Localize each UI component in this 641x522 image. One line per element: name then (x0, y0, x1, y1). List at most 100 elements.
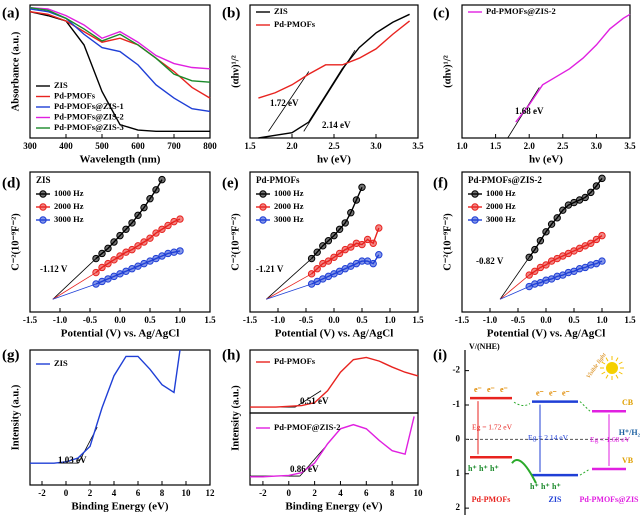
panel-label: (e) (222, 175, 239, 191)
x-tick-label: 2.5 (328, 141, 340, 151)
annotation: 1.03 eV (58, 455, 87, 465)
x-tick-label: 3.0 (591, 141, 603, 151)
data-point (140, 259, 148, 268)
data-point (319, 242, 327, 250)
legend-label: Pd-PMOFs@ZIS-2 (54, 111, 124, 121)
data-point (375, 251, 383, 259)
x-tick-label: 0.0 (114, 315, 126, 325)
x-tick-label: -1.0 (53, 315, 68, 325)
data-point (98, 249, 106, 258)
x-tick-label: 2.0 (524, 141, 536, 151)
data-point (358, 183, 366, 191)
data-point (531, 267, 539, 275)
legend-label: Pd-PMOFs (274, 356, 316, 366)
annotation: -1.12 V (40, 264, 68, 274)
electron: e⁻ (474, 385, 482, 394)
legend-label: 2000 Hz (54, 201, 84, 211)
panel-label: (c) (433, 5, 450, 21)
data-point (598, 231, 606, 240)
data-point (98, 277, 106, 286)
fit-line (499, 274, 530, 300)
x-axis-label: Binding Energy (eV) (71, 501, 169, 513)
data-point (592, 235, 601, 244)
plot-frame (29, 4, 211, 139)
x-axis-label: hν (eV) (317, 154, 351, 166)
data-point (531, 245, 539, 254)
x-tick-label: 3.0 (370, 141, 382, 151)
x-tick-label: 0.5 (144, 315, 156, 325)
x-tick-label: 1.5 (624, 315, 636, 325)
x-tick-label: 0 (64, 488, 69, 498)
x-tick-label: 6 (136, 488, 141, 498)
series-line (515, 13, 631, 123)
data-point (158, 175, 166, 184)
legend-label: 3000 Hz (486, 214, 516, 224)
data-point (176, 215, 184, 223)
legend-label: Pd-PMOFs (54, 90, 96, 100)
fit-line (52, 283, 97, 300)
data-point (92, 280, 100, 288)
legend-marker (39, 190, 47, 198)
electron: e⁻ (536, 388, 544, 397)
transfer-arrow (579, 401, 591, 412)
legend-marker (259, 216, 267, 224)
data-point (358, 240, 366, 249)
data-point (369, 239, 377, 247)
annotation: 2.14 eV (322, 120, 351, 130)
data-point (375, 224, 383, 232)
data-point (134, 262, 142, 270)
legend-label: ZIS (54, 358, 68, 368)
sun-ray (605, 357, 609, 362)
data-point (152, 229, 160, 237)
x-axis-label: Wavelength (nm) (80, 154, 161, 166)
data-point (347, 209, 355, 217)
data-point (352, 196, 361, 204)
x-tick-label: -0.5 (299, 315, 314, 325)
fit-line (295, 390, 322, 408)
panel-label: (b) (222, 5, 240, 21)
fit-line (265, 258, 312, 300)
x-tick-label: 500 (95, 141, 109, 151)
x-tick-label: 400 (59, 141, 73, 151)
sun-ray (615, 357, 619, 362)
data-point (140, 238, 148, 246)
x-tick-label: 12 (206, 488, 216, 498)
vb-label: VB (622, 456, 634, 465)
data-point (170, 248, 178, 256)
series-line (258, 13, 410, 139)
legend-label: 2000 Hz (274, 201, 304, 211)
series-line (250, 356, 419, 408)
data-point (525, 271, 533, 279)
sun-ray (615, 374, 619, 379)
x-tick-label: -2 (259, 488, 267, 498)
data-point (128, 219, 136, 227)
transfer-arrow (513, 401, 531, 406)
band-gap-label: Eg = 1.68 eV (590, 435, 631, 444)
hole: h⁺ (468, 464, 477, 473)
legend-marker (39, 216, 47, 224)
legend-label: 3000 Hz (54, 214, 84, 224)
x-axis-label: Potential (V) vs. Ag/AgCl (487, 328, 606, 340)
legend-marker (39, 203, 47, 211)
legend-label: 3000 Hz (274, 214, 304, 224)
data-point (335, 249, 344, 258)
data-point (98, 263, 106, 272)
data-point (592, 182, 601, 190)
data-point (104, 275, 112, 283)
legend-title: Pd-PMOFs@ZIS-2 (468, 175, 542, 185)
data-point (164, 221, 172, 230)
data-point (122, 225, 130, 233)
data-point (122, 267, 130, 275)
data-point (313, 248, 321, 256)
data-point (110, 272, 118, 281)
hole: h⁺ (490, 464, 499, 473)
legend-label: 1000 Hz (274, 188, 304, 198)
x-tick-label: 800 (203, 141, 217, 151)
legend-label: Pd-PMOFs (274, 19, 316, 29)
data-point (140, 203, 148, 212)
x-tick-label: 10 (182, 488, 192, 498)
data-point (146, 234, 154, 242)
data-point (158, 225, 166, 233)
data-point (587, 239, 595, 247)
